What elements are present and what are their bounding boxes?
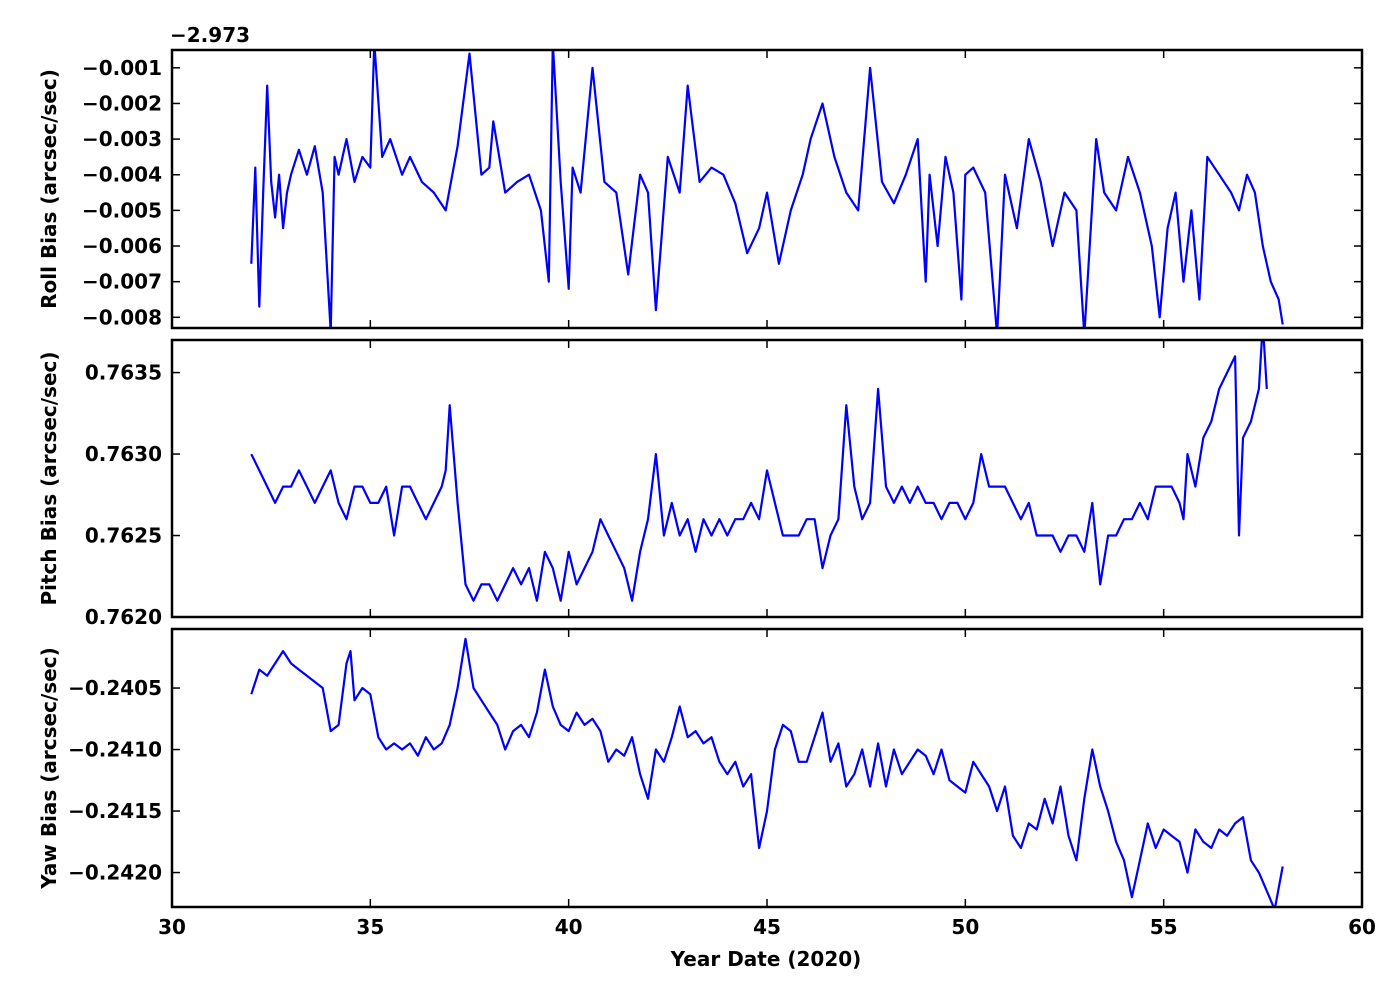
roll-ytick-label: −0.007 (82, 270, 162, 294)
pitch-ytick-label: 0.7635 (85, 361, 162, 385)
roll-ytick-label: −0.003 (82, 127, 162, 151)
roll-offset-text: −2.973 (170, 23, 250, 47)
x-tick-label: 50 (951, 915, 979, 939)
pitch-panel: 0.7620 0.7625 0.7630 0.7635 Pitch Bias (arcs… (37, 338, 1364, 629)
pitch-ytick-label: 0.7620 (85, 605, 162, 629)
pitch-series-line-0 (250, 340, 1268, 602)
x-tick-label: 30 (158, 915, 186, 939)
yaw-panel: −0.2420 −0.2415 −0.2410 −0.2405 Yaw Bias (ar… (37, 627, 1364, 909)
pitch-ytick-label: 0.7630 (85, 442, 162, 466)
roll-panel: −0.008 −0.007 −0.006 −0.005 −0.004 −0.003 −0.0… (37, 23, 1364, 329)
roll-y-axis-label: Roll Bias (arcsec/sec) (37, 69, 61, 309)
yaw-ytick-label: −0.2420 (68, 861, 162, 885)
x-tick-label: 40 (555, 915, 583, 939)
roll-ytick-label: −0.004 (82, 163, 162, 187)
roll-ytick-label: −0.001 (82, 56, 162, 80)
roll-ytick-label: −0.008 (82, 305, 162, 329)
x-tick-label: 45 (753, 915, 781, 939)
x-tick-label: 35 (356, 915, 384, 939)
yaw-ytick-label: −0.2415 (68, 799, 162, 823)
pitch-ytick-label: 0.7625 (85, 524, 162, 548)
roll-ytick-label: −0.005 (82, 198, 162, 222)
x-axis-label: Year Date (2020) (670, 947, 862, 971)
roll-series-line-0 (250, 50, 1284, 328)
x-tick-label: 60 (1348, 915, 1376, 939)
yaw-ytick-label: −0.2410 (68, 738, 162, 762)
yaw-series-line-0 (250, 637, 1284, 907)
pitch-y-axis-label: Pitch Bias (arcsec/sec) (37, 351, 61, 605)
yaw-ytick-label: −0.2405 (68, 676, 162, 700)
x-tick-label: 55 (1150, 915, 1178, 939)
yaw-y-axis-label: Yaw Bias (arcsec/sec) (37, 647, 61, 890)
roll-ytick-label: −0.006 (82, 234, 162, 258)
roll-ytick-label: −0.002 (82, 91, 162, 115)
